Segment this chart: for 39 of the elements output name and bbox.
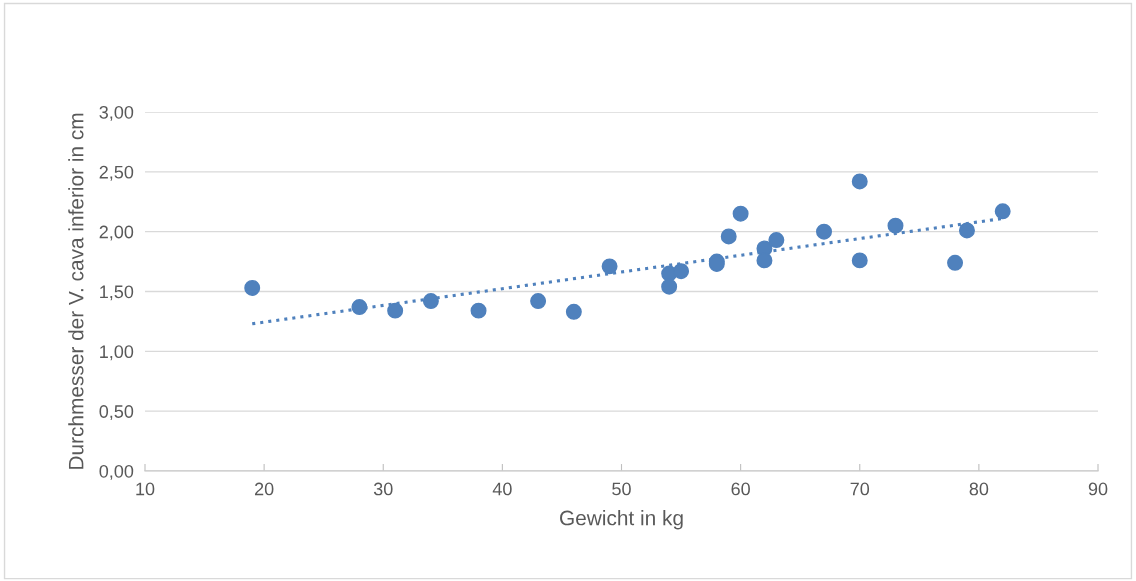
point xyxy=(244,279,261,296)
point xyxy=(756,252,773,269)
x-tick-label: 70 xyxy=(850,482,870,496)
x-tick-label: 30 xyxy=(373,482,393,496)
point xyxy=(732,205,749,222)
point xyxy=(530,293,547,310)
point xyxy=(351,299,368,316)
x-tick-label: 20 xyxy=(254,482,274,496)
y-tick-label: 3,00 xyxy=(99,105,134,121)
point xyxy=(851,173,868,190)
point xyxy=(422,293,439,310)
point xyxy=(673,263,690,280)
y-tick-label: 0,50 xyxy=(99,405,134,421)
point xyxy=(661,278,678,295)
y-tick-label: 1,00 xyxy=(100,345,134,361)
point xyxy=(601,258,618,275)
point xyxy=(720,228,737,245)
x-tick-label: 40 xyxy=(492,482,512,496)
y-tick-label: 2,50 xyxy=(99,165,134,181)
y-tick-label: 0,00 xyxy=(99,464,134,480)
x-tick-label: 10 xyxy=(136,482,155,496)
point xyxy=(958,222,975,239)
x-tick-label: 60 xyxy=(731,482,750,496)
point xyxy=(887,217,904,234)
point xyxy=(994,203,1011,220)
point xyxy=(947,254,964,271)
point xyxy=(816,223,832,240)
x-tick-label: 80 xyxy=(969,482,989,496)
point xyxy=(387,302,404,319)
x-tick-label: 90 xyxy=(1088,482,1108,496)
point xyxy=(565,303,582,320)
y-tick-label: 2,00 xyxy=(99,225,134,241)
y-axis-title: Durchmesser der V. cava inferior in cm xyxy=(68,113,84,469)
x-axis-title: Gewicht in kg xyxy=(560,510,683,530)
point xyxy=(851,252,868,269)
y-tick-label: 1,50 xyxy=(100,285,134,301)
point xyxy=(768,232,785,249)
x-tick-label: 50 xyxy=(612,482,631,496)
point xyxy=(470,302,487,319)
